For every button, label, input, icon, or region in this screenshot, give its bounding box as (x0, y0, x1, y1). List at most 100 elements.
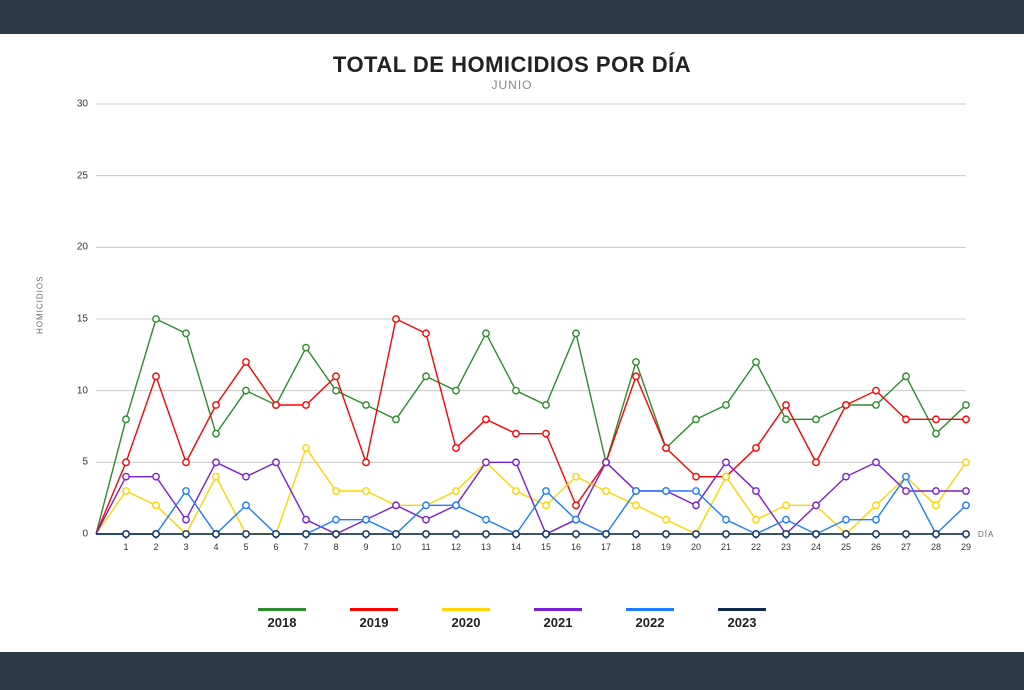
series-line (96, 448, 966, 534)
x-tick: 14 (506, 542, 526, 552)
data-point (903, 531, 909, 537)
data-point (423, 330, 429, 336)
legend-swatch (258, 608, 306, 611)
data-point (483, 416, 489, 422)
data-point (963, 531, 969, 537)
x-tick: 19 (656, 542, 676, 552)
y-tick: 0 (58, 529, 88, 540)
x-tick: 29 (956, 542, 976, 552)
data-point (213, 473, 219, 479)
data-point (453, 488, 459, 494)
data-point (363, 488, 369, 494)
data-point (693, 473, 699, 479)
data-point (573, 473, 579, 479)
data-point (693, 531, 699, 537)
data-point (153, 531, 159, 537)
data-point (123, 473, 129, 479)
data-point (213, 402, 219, 408)
data-point (723, 473, 729, 479)
data-point (963, 459, 969, 465)
x-tick: 3 (176, 542, 196, 552)
data-point (273, 402, 279, 408)
data-point (813, 502, 819, 508)
data-point (933, 502, 939, 508)
data-point (333, 387, 339, 393)
legend-item: 2021 (534, 608, 582, 632)
data-point (753, 488, 759, 494)
data-point (813, 459, 819, 465)
data-point (123, 531, 129, 537)
data-point (423, 502, 429, 508)
legend-item: 2022 (626, 608, 674, 632)
data-point (573, 502, 579, 508)
y-tick: 10 (58, 385, 88, 396)
data-point (723, 459, 729, 465)
data-point (603, 488, 609, 494)
data-point (153, 473, 159, 479)
y-axis-label: HOMICIDIOS (36, 276, 45, 334)
legend-item: 2020 (442, 608, 490, 632)
data-point (843, 531, 849, 537)
data-point (603, 459, 609, 465)
data-point (783, 516, 789, 522)
data-point (483, 516, 489, 522)
data-point (513, 531, 519, 537)
data-point (663, 531, 669, 537)
data-point (543, 402, 549, 408)
data-point (933, 488, 939, 494)
y-tick: 30 (58, 99, 88, 110)
x-tick: 13 (476, 542, 496, 552)
legend-label: 2018 (268, 615, 297, 630)
data-point (153, 502, 159, 508)
x-tick: 11 (416, 542, 436, 552)
data-point (783, 402, 789, 408)
data-point (933, 531, 939, 537)
data-point (843, 473, 849, 479)
legend-item: 2023 (718, 608, 766, 632)
data-point (603, 531, 609, 537)
data-point (393, 416, 399, 422)
data-point (273, 531, 279, 537)
series-line (96, 319, 966, 534)
data-point (303, 402, 309, 408)
data-point (723, 531, 729, 537)
data-point (393, 316, 399, 322)
data-point (543, 488, 549, 494)
data-point (363, 459, 369, 465)
data-point (123, 416, 129, 422)
data-point (183, 531, 189, 537)
data-point (573, 516, 579, 522)
data-point (543, 502, 549, 508)
data-point (663, 445, 669, 451)
data-point (753, 516, 759, 522)
x-tick: 26 (866, 542, 886, 552)
data-point (513, 488, 519, 494)
data-point (183, 488, 189, 494)
data-point (243, 359, 249, 365)
x-tick: 8 (326, 542, 346, 552)
data-point (843, 516, 849, 522)
data-point (453, 387, 459, 393)
data-point (393, 502, 399, 508)
data-point (333, 373, 339, 379)
legend-label: 2022 (636, 615, 665, 630)
data-point (153, 373, 159, 379)
x-tick: 2 (146, 542, 166, 552)
data-point (423, 531, 429, 537)
y-tick: 25 (58, 170, 88, 181)
data-point (453, 445, 459, 451)
data-point (723, 402, 729, 408)
data-point (303, 344, 309, 350)
data-point (873, 402, 879, 408)
data-point (183, 516, 189, 522)
legend-label: 2019 (360, 615, 389, 630)
data-point (453, 502, 459, 508)
data-point (753, 531, 759, 537)
y-tick: 15 (58, 314, 88, 325)
data-point (963, 416, 969, 422)
data-point (903, 488, 909, 494)
data-point (903, 416, 909, 422)
x-tick: 15 (536, 542, 556, 552)
data-point (903, 373, 909, 379)
x-tick: 16 (566, 542, 586, 552)
